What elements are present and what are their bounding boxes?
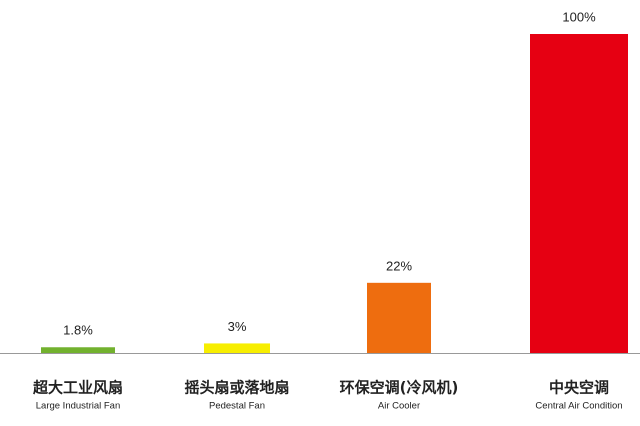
bar bbox=[367, 282, 431, 353]
category-label: 超大工业风扇 bbox=[32, 379, 123, 397]
category-label: 摇头扇或落地扇 bbox=[184, 379, 289, 397]
category-label: 环保空调(冷风机) bbox=[340, 379, 459, 397]
value-label: 1.8% bbox=[63, 323, 93, 338]
bar bbox=[204, 343, 270, 353]
category-label-en: Large Industrial Fan bbox=[36, 401, 121, 412]
value-label: 22% bbox=[386, 258, 412, 273]
category-label: 中央空调 bbox=[549, 379, 609, 397]
category-label-en: Central Air Condition bbox=[535, 401, 622, 412]
category-label-en: Pedestal Fan bbox=[209, 401, 265, 412]
value-label: 3% bbox=[228, 319, 247, 334]
bar bbox=[530, 34, 628, 353]
category-label-en: Air Cooler bbox=[378, 401, 420, 412]
bar bbox=[41, 347, 115, 353]
value-label: 100% bbox=[562, 9, 596, 24]
